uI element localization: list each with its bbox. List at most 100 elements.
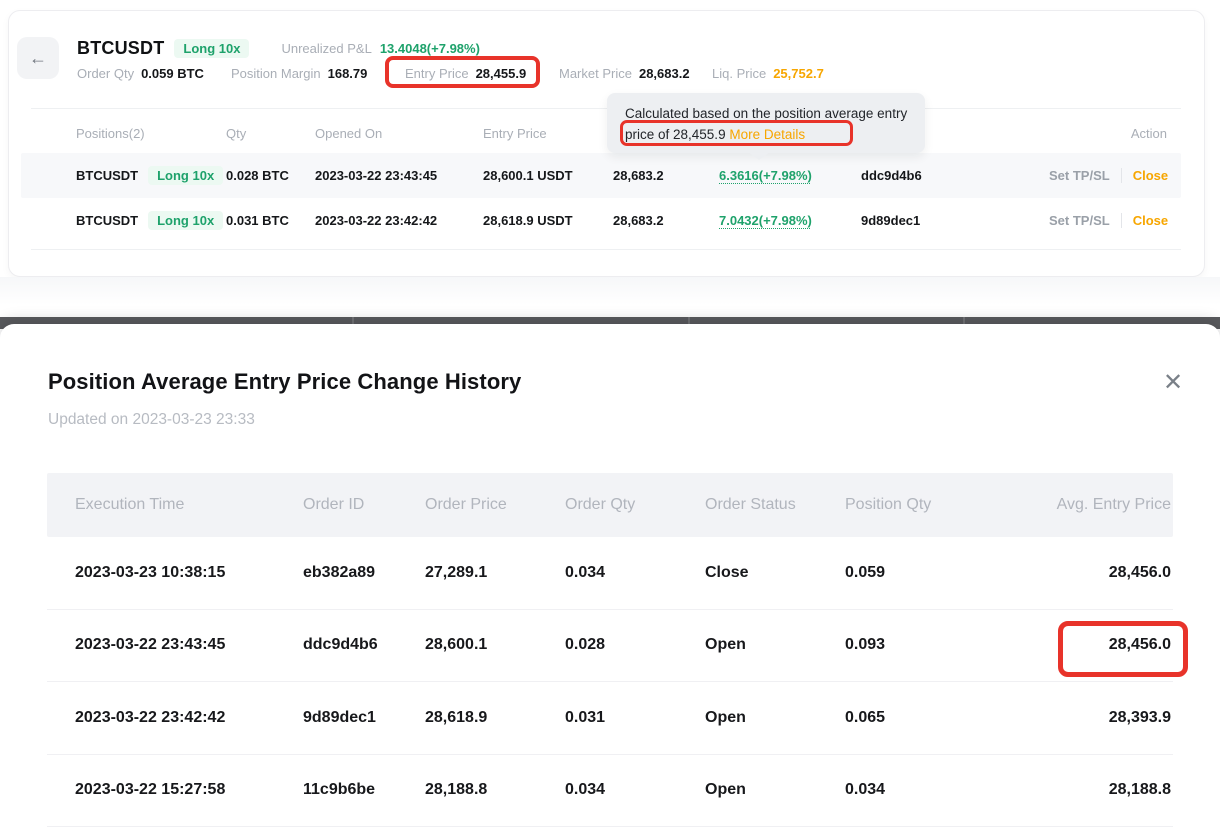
tooltip-text-line1: Calculated based on the position average…	[625, 106, 908, 121]
arrow-left-icon: ←	[29, 47, 47, 68]
stat-entry-price: Entry Price 28,455.9	[405, 66, 526, 81]
col-order-status: Order Status	[705, 496, 796, 513]
modal-title: Position Average Entry Price Change Hist…	[48, 369, 522, 394]
row-pnl-link[interactable]: 6.3616(+7.98%)	[719, 168, 812, 183]
tooltip-text-line2: price of 28,455.9 More Details	[625, 124, 925, 145]
row-order-id: 9d89dec1	[861, 213, 921, 228]
col-order-id: Order ID	[303, 496, 365, 513]
cell-order-price: 28,188.8	[425, 781, 488, 799]
row-entry-price: 28,600.1 USDT	[483, 168, 573, 183]
col-order-price: Order Price	[425, 496, 507, 513]
stat-label: Order Qty	[77, 66, 135, 81]
cell-position-qty: 0.034	[845, 781, 886, 799]
row-entry-price: 28,618.9 USDT	[483, 213, 573, 228]
close-position-button[interactable]: Close	[1132, 168, 1169, 183]
symbol-title: BTCUSDT	[77, 38, 165, 58]
positions-table-header: Positions(2) Qty Opened On Entry Price A…	[21, 118, 1181, 148]
cell-execution-time: 2023-03-22 23:43:45	[75, 636, 226, 654]
action-divider	[1120, 213, 1122, 228]
cell-avg-entry-price: 28,456.0	[1108, 636, 1171, 654]
row-symbol: BTCUSDT Long 10x	[76, 211, 226, 230]
cell-order-price: 28,600.1	[425, 636, 488, 654]
position-detail-card: ← BTCUSDT Long 10x Unrealized P&L 13.404…	[8, 10, 1205, 277]
cell-order-status: Open	[705, 781, 746, 799]
row-order-id: ddc9d4b6	[861, 168, 922, 183]
cell-position-qty: 0.059	[845, 563, 886, 581]
cell-order-id: 9d89dec1	[303, 708, 376, 726]
col-entry-price: Entry Price	[483, 125, 547, 141]
close-position-button[interactable]: Close	[1132, 213, 1169, 228]
history-row-1: 2023-03-23 10:38:15 eb382a89 27,289.1 0.…	[47, 537, 1173, 610]
stat-label: Market Price	[559, 66, 632, 81]
position-row-2: BTCUSDT Long 10x 0.031 BTC 2023-03-22 23…	[21, 198, 1181, 243]
cell-position-qty: 0.093	[845, 636, 886, 654]
back-button[interactable]: ←	[17, 37, 59, 79]
entry-price-tooltip: Calculated based on the position average…	[607, 93, 925, 160]
cell-avg-entry-price: 28,188.8	[1108, 781, 1171, 799]
stat-value: 0.059 BTC	[141, 66, 204, 81]
col-avg-entry-price: Avg. Entry Price	[1056, 496, 1171, 513]
row-qty: 0.031 BTC	[226, 213, 289, 228]
history-row-3: 2023-03-22 23:42:42 9d89dec1 28,618.9 0.…	[47, 682, 1173, 755]
action-divider	[1120, 168, 1122, 183]
modal-subtitle: Updated on 2023-03-23 23:33	[48, 411, 255, 428]
page-background-gap	[0, 277, 1220, 317]
col-position-qty: Position Qty	[845, 496, 932, 513]
close-icon[interactable]: ✕	[1156, 366, 1190, 400]
row-actions: Set TP/SL Close	[1049, 168, 1182, 183]
cell-order-qty: 0.031	[565, 708, 606, 726]
cell-order-id: 11c9b6be	[303, 781, 376, 799]
position-header: BTCUSDT Long 10x Unrealized P&L 13.4048(…	[77, 38, 480, 59]
unrealized-pnl: Unrealized P&L 13.4048(+7.98%)	[281, 41, 479, 56]
cell-order-status: Close	[705, 563, 749, 581]
col-positions: Positions(2)	[76, 125, 145, 141]
cell-execution-time: 2023-03-22 15:27:58	[75, 781, 226, 799]
cell-execution-time: 2023-03-22 23:42:42	[75, 708, 226, 726]
row-market-price: 28,683.2	[613, 168, 664, 183]
cell-order-price: 28,618.9	[425, 708, 488, 726]
unrealized-pnl-label: Unrealized P&L	[281, 41, 372, 56]
col-execution-time: Execution Time	[75, 496, 185, 513]
position-stats-row: Order Qty 0.059 BTC Position Margin 168.…	[9, 66, 1204, 84]
history-row-2: 2023-03-22 23:43:45 ddc9d4b6 28,600.1 0.…	[47, 610, 1173, 682]
cell-order-id: eb382a89	[303, 563, 376, 581]
header-divider	[31, 108, 1181, 109]
row-market-price: 28,683.2	[613, 213, 664, 228]
stat-liq-price: Liq. Price 25,752.7	[712, 66, 824, 81]
cell-order-status: Open	[705, 708, 746, 726]
stat-value: 168.79	[327, 66, 368, 81]
tooltip-caret	[748, 152, 770, 160]
row-qty: 0.028 BTC	[226, 168, 289, 183]
col-action: Action	[1130, 125, 1167, 141]
cell-avg-entry-price: 28,456.0	[1108, 563, 1171, 581]
stat-label: Position Margin	[231, 66, 321, 81]
row-symbol: BTCUSDT Long 10x	[76, 166, 226, 185]
stat-market-price: Market Price 28,683.2	[559, 66, 690, 81]
row-pnl-link[interactable]: 7.0432(+7.98%)	[719, 213, 812, 228]
col-opened-on: Opened On	[315, 125, 383, 141]
side-leverage-badge: Long 10x	[148, 211, 224, 230]
cell-order-id: ddc9d4b6	[303, 636, 378, 654]
set-tpsl-button[interactable]: Set TP/SL	[1049, 213, 1110, 228]
more-details-link[interactable]: More Details	[729, 127, 806, 142]
cell-avg-entry-price: 28,393.9	[1108, 708, 1171, 726]
cell-position-qty: 0.065	[845, 708, 886, 726]
symbol-text: BTCUSDT	[76, 168, 139, 183]
stat-value: 28,455.9	[475, 66, 527, 81]
cell-execution-time: 2023-03-23 10:38:15	[75, 563, 226, 581]
position-row-1: BTCUSDT Long 10x 0.028 BTC 2023-03-22 23…	[21, 153, 1181, 198]
cell-order-qty: 0.034	[565, 563, 606, 581]
row-opened-on: 2023-03-22 23:42:42	[315, 213, 438, 228]
stat-label: Liq. Price	[712, 66, 767, 81]
side-leverage-badge: Long 10x	[148, 166, 224, 185]
tooltip-text: price of 28,455.9	[625, 127, 726, 142]
side-leverage-badge: Long 10x	[174, 39, 250, 58]
stat-position-margin: Position Margin 168.79	[231, 66, 367, 81]
stat-value: 25,752.7	[773, 66, 824, 81]
unrealized-pnl-value: 13.4048(+7.98%)	[379, 41, 480, 56]
stat-order-qty: Order Qty 0.059 BTC	[77, 66, 204, 81]
col-order-qty: Order Qty	[565, 496, 636, 513]
overlay-seam	[688, 317, 690, 329]
set-tpsl-button[interactable]: Set TP/SL	[1049, 168, 1110, 183]
